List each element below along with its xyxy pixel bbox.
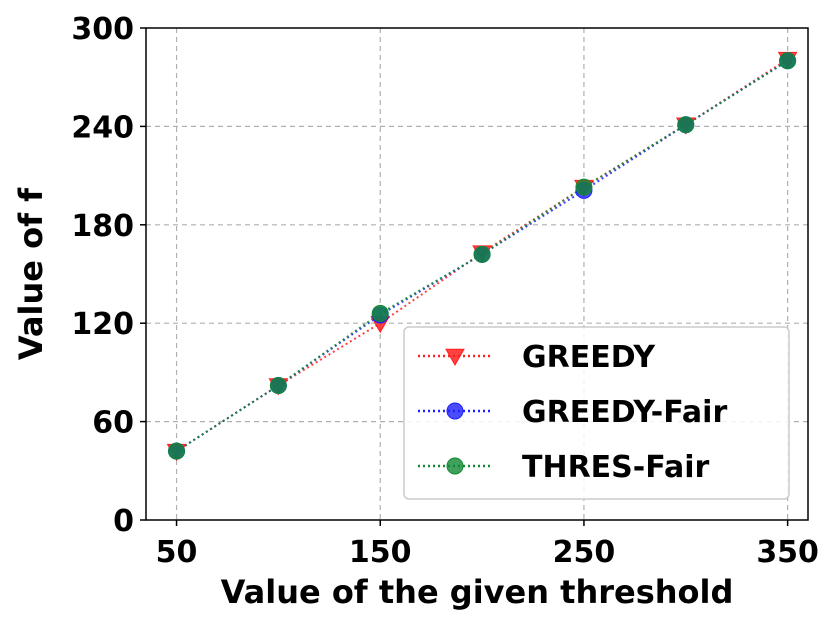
y-axis-label: Value of f: [12, 187, 50, 360]
data-point: [677, 116, 695, 134]
x-tick-label: 150: [349, 535, 412, 570]
data-point: [269, 377, 287, 395]
y-tick-label: 60: [92, 406, 134, 441]
legend-marker: [446, 457, 464, 475]
y-tick-label: 120: [71, 307, 134, 342]
x-tick-label: 250: [553, 535, 616, 570]
y-tick-label: 300: [71, 12, 134, 47]
x-tick-label: 50: [156, 535, 198, 570]
y-tick-label: 240: [71, 110, 134, 145]
x-axis-label: Value of the given threshold: [221, 573, 734, 611]
legend-entry: THRES-Fair: [418, 450, 709, 485]
x-axis: 50 150 250 350: [156, 520, 819, 570]
plot-frame: [145, 27, 809, 521]
legend: GREEDY GREEDY-Fair THRES-Fair: [403, 326, 790, 500]
legend-box: [403, 326, 790, 500]
series-layer: [166, 51, 798, 462]
data-point: [371, 304, 389, 322]
legend-label: THRES-Fair: [522, 450, 709, 485]
legend-marker: [446, 402, 464, 420]
legend-entry: GREEDY-Fair: [418, 395, 727, 430]
y-tick-label: 180: [71, 209, 134, 244]
data-point: [168, 442, 186, 460]
legend-label: GREEDY-Fair: [522, 395, 727, 430]
y-axis: 0 60 120 180 240 300: [71, 12, 146, 539]
data-point: [473, 245, 491, 263]
data-point: [779, 52, 797, 70]
legend-label: GREEDY: [522, 340, 656, 375]
y-tick-label: 0: [113, 504, 134, 539]
series-points-2: [168, 52, 797, 460]
legend-entry: GREEDY: [418, 340, 656, 375]
x-tick-label: 350: [756, 535, 819, 570]
data-point: [575, 178, 593, 196]
legend-marker: [445, 348, 465, 367]
